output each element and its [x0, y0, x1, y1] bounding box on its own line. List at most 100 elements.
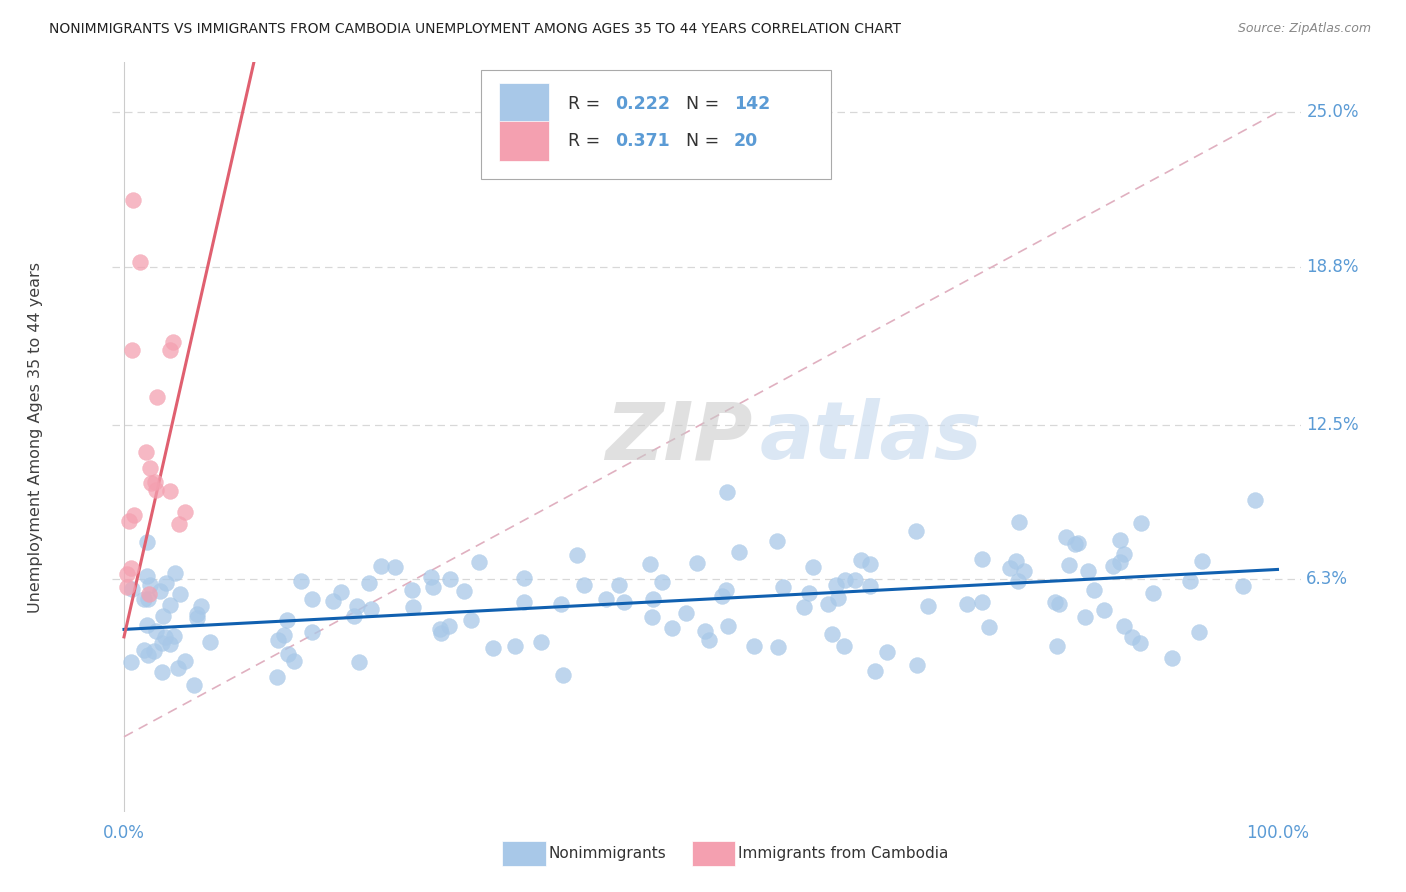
Point — [728, 544, 751, 558]
Point — [1102, 559, 1125, 574]
Point — [129, 255, 152, 269]
Point — [266, 633, 288, 648]
Point — [329, 585, 352, 599]
Point — [1130, 516, 1153, 531]
Point — [1007, 515, 1029, 529]
Point — [1045, 595, 1067, 609]
Point — [711, 589, 734, 603]
Point — [159, 599, 181, 613]
Point — [607, 578, 630, 592]
Point — [1244, 492, 1267, 507]
Point — [651, 574, 673, 589]
Point — [135, 535, 157, 549]
Point — [1067, 536, 1090, 550]
Point — [439, 619, 461, 633]
Point — [686, 556, 709, 570]
Point — [595, 591, 617, 606]
Point — [766, 640, 789, 654]
Point — [1063, 537, 1085, 551]
Point — [468, 555, 491, 569]
Point — [430, 626, 453, 640]
Text: N =: N = — [686, 132, 725, 150]
Point — [135, 569, 157, 583]
FancyBboxPatch shape — [499, 121, 548, 161]
Point — [1160, 650, 1182, 665]
Point — [1112, 547, 1135, 561]
Point — [641, 610, 664, 624]
Text: 6.3%: 6.3% — [1306, 571, 1348, 589]
Point — [290, 574, 312, 588]
Point — [1057, 558, 1080, 573]
Point — [716, 484, 738, 499]
Point — [135, 617, 157, 632]
Point — [1178, 574, 1201, 588]
Text: 142: 142 — [734, 95, 770, 112]
Point — [347, 655, 370, 669]
Point — [360, 601, 382, 615]
FancyBboxPatch shape — [499, 84, 548, 124]
Point — [150, 636, 173, 650]
Point — [859, 579, 882, 593]
Point — [1187, 624, 1209, 639]
Point — [530, 635, 553, 649]
Point — [1108, 555, 1130, 569]
Point — [793, 600, 815, 615]
Point — [159, 343, 181, 357]
Point — [714, 582, 737, 597]
Point — [122, 508, 145, 522]
Point — [550, 597, 572, 611]
Point — [153, 630, 176, 644]
Point — [321, 593, 343, 607]
Point — [439, 572, 461, 586]
Point — [132, 643, 155, 657]
Text: NONIMMIGRANTS VS IMMIGRANTS FROM CAMBODIA UNEMPLOYMENT AMONG AGES 35 TO 44 YEARS: NONIMMIGRANTS VS IMMIGRANTS FROM CAMBODI… — [49, 22, 901, 37]
Point — [977, 620, 1000, 634]
Text: Source: ZipAtlas.com: Source: ZipAtlas.com — [1237, 22, 1371, 36]
Point — [163, 566, 186, 581]
Point — [859, 557, 882, 571]
Point — [638, 558, 661, 572]
Text: R =: R = — [568, 132, 605, 150]
Point — [136, 648, 159, 662]
Point — [138, 587, 160, 601]
Point — [503, 639, 526, 653]
Point — [695, 624, 717, 638]
Text: ZIP: ZIP — [606, 398, 752, 476]
Point — [145, 624, 167, 639]
Point — [1083, 582, 1105, 597]
Point — [1092, 603, 1115, 617]
Point — [138, 592, 160, 607]
Point — [166, 661, 188, 675]
Text: 20: 20 — [734, 132, 758, 150]
Point — [134, 591, 156, 606]
Text: 0.0%: 0.0% — [103, 824, 145, 842]
Point — [643, 591, 665, 606]
Text: Unemployment Among Ages 35 to 44 years: Unemployment Among Ages 35 to 44 years — [28, 261, 42, 613]
Point — [370, 559, 392, 574]
Point — [118, 514, 141, 528]
Point — [402, 600, 425, 615]
Point — [998, 560, 1021, 574]
Point — [574, 578, 596, 592]
Point — [346, 599, 368, 613]
Point — [1191, 554, 1213, 568]
Point — [849, 553, 872, 567]
Point — [429, 622, 451, 636]
Point — [173, 505, 195, 519]
Point — [198, 635, 221, 649]
Point — [1007, 574, 1029, 588]
Point — [970, 595, 993, 609]
Text: R =: R = — [568, 95, 605, 112]
Point — [876, 645, 898, 659]
Point — [276, 614, 298, 628]
Point — [1142, 586, 1164, 600]
Point — [717, 619, 740, 633]
Point — [401, 583, 423, 598]
Point — [834, 573, 856, 587]
Point — [135, 444, 157, 458]
Text: Immigrants from Cambodia: Immigrants from Cambodia — [738, 847, 949, 861]
Point — [163, 629, 186, 643]
Point — [152, 609, 174, 624]
Point — [1232, 579, 1254, 593]
Point — [1054, 530, 1077, 544]
